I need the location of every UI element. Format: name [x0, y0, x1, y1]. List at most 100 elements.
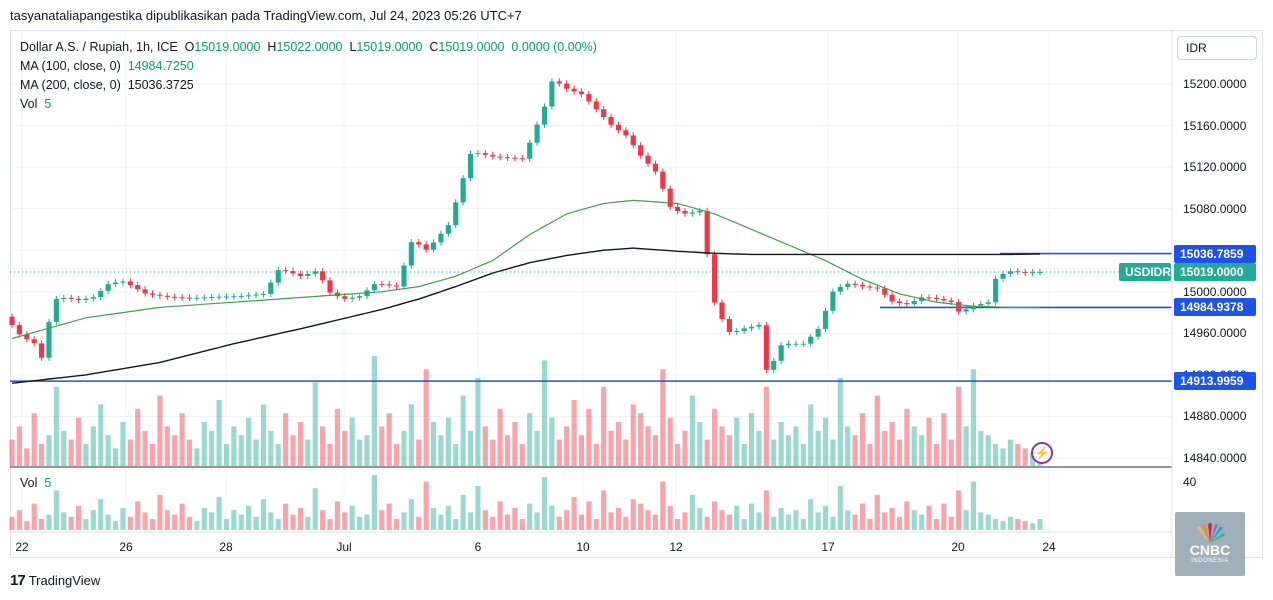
volume-bar: [68, 439, 74, 466]
candle-body: [216, 296, 222, 298]
volume-bar: [408, 404, 414, 466]
volume-pane-bar: [896, 516, 903, 530]
candle-body: [135, 285, 141, 290]
legend-l-label: L: [349, 40, 357, 54]
cnbc-wordmark: CNBC: [1189, 542, 1231, 558]
candle-body: [889, 294, 895, 302]
volume-bar: [209, 430, 215, 466]
candle-body: [630, 135, 636, 146]
volume-pane-bar: [98, 499, 104, 530]
volume-pane-bar: [1007, 516, 1013, 530]
volume-pane-bar: [630, 499, 636, 530]
candle-body: [682, 211, 688, 214]
legend-symbol[interactable]: Dollar A.S. / Rupiah, 1h, ICE: [20, 40, 178, 54]
volume-bar: [756, 430, 762, 466]
volume-bar: [105, 435, 111, 466]
candle-body: [164, 295, 170, 297]
volume-pane-bar: [320, 510, 326, 530]
candle-body: [1022, 271, 1028, 273]
volume-bar: [926, 417, 932, 466]
volume-pane-bar: [719, 510, 725, 530]
candle-body: [815, 328, 821, 337]
volume-pane-bar: [697, 508, 703, 530]
volume-pane-bar: [549, 505, 555, 530]
candle-body: [16, 325, 22, 335]
candle-body: [105, 284, 111, 291]
candle-body: [320, 271, 326, 281]
candle-body: [911, 300, 917, 305]
legend-vol-label: Vol: [20, 97, 38, 111]
volume-bar: [275, 444, 281, 466]
volume-pane-bar: [460, 494, 466, 530]
volume-bar: [490, 439, 496, 466]
volume-pane-bar: [956, 490, 962, 530]
volume-bar: [882, 430, 888, 466]
volume-pane-bar: [68, 516, 74, 530]
legend-ma100[interactable]: MA (100, close, 0) 14984.7250: [20, 57, 597, 76]
volume-pane-bar: [608, 512, 614, 530]
volume-bar: [342, 430, 348, 466]
volume-bar: [246, 417, 252, 466]
legend-open: 15019.0000: [194, 40, 261, 54]
candle-body: [748, 326, 755, 329]
volume-pane-bar: [216, 497, 222, 530]
volume-pane-bar: [305, 516, 311, 530]
volume-bar: [815, 430, 821, 466]
candle-body: [297, 273, 304, 276]
candle-body: [275, 270, 281, 283]
volume-pane-bar: [867, 519, 873, 530]
time-axis-label: 12: [669, 540, 683, 554]
volume-bar: [712, 408, 718, 466]
candle-body: [519, 158, 525, 160]
candle-body: [460, 178, 466, 203]
candle-body: [926, 297, 932, 299]
volume-bar: [46, 435, 52, 466]
volume-bar: [564, 426, 570, 466]
volume-pane-bar: [985, 514, 991, 530]
lightning-icon[interactable]: ⚡: [1031, 442, 1053, 464]
volume-bar: [697, 422, 703, 466]
legend-change: 0.0000 (0.00%): [511, 40, 597, 54]
volume-pane-bar: [904, 501, 910, 530]
volume-bar: [541, 360, 548, 466]
volume-pane-legend[interactable]: Vol 5: [20, 476, 51, 490]
volume-bar: [216, 400, 222, 466]
candle-body: [808, 336, 814, 344]
volume-pane-bar: [675, 519, 681, 530]
candle-body: [985, 302, 991, 304]
legend-high: 15022.0000: [276, 40, 343, 54]
volume-pane-bar: [623, 516, 629, 530]
volume-bar: [1015, 444, 1021, 466]
tradingview-logo[interactable]: 17 TradingView: [10, 572, 100, 589]
volume-bar: [223, 444, 230, 466]
time-axis-label: 28: [219, 540, 233, 554]
volume-bar: [763, 386, 769, 466]
candle-body: [704, 210, 710, 255]
volume-pane-bar: [135, 501, 141, 530]
volume-pane-bar: [253, 516, 259, 530]
volume-pane-bar: [941, 503, 947, 530]
candle-body: [194, 297, 200, 299]
volume-pane-bar: [46, 514, 52, 530]
currency-button[interactable]: IDR: [1177, 36, 1257, 60]
volume-bar: [830, 439, 836, 466]
legend-vol[interactable]: Vol 5: [20, 95, 597, 114]
legend-ma200[interactable]: MA (200, close, 0) 15036.3725: [20, 76, 597, 95]
volume-pane-bar: [682, 512, 688, 530]
volume-bar: [164, 426, 170, 466]
candle-body: [956, 302, 962, 312]
volume-pane-bar: [778, 508, 784, 530]
candle-body: [726, 319, 732, 333]
volume-pane-bar: [394, 519, 400, 530]
legend-c-label: C: [429, 40, 439, 54]
candle-body: [800, 343, 806, 345]
price-axis-label: 15160.0000: [1183, 118, 1247, 133]
volume-pane-bar: [112, 521, 119, 530]
candle-body: [453, 202, 459, 226]
volume-pane-bar: [364, 514, 370, 530]
volume-pane-bar: [1000, 521, 1006, 530]
candle-body: [112, 282, 119, 285]
volume-bar: [985, 435, 991, 466]
volume-pane-bar: [231, 510, 237, 530]
volume-pane-bar: [312, 488, 318, 530]
